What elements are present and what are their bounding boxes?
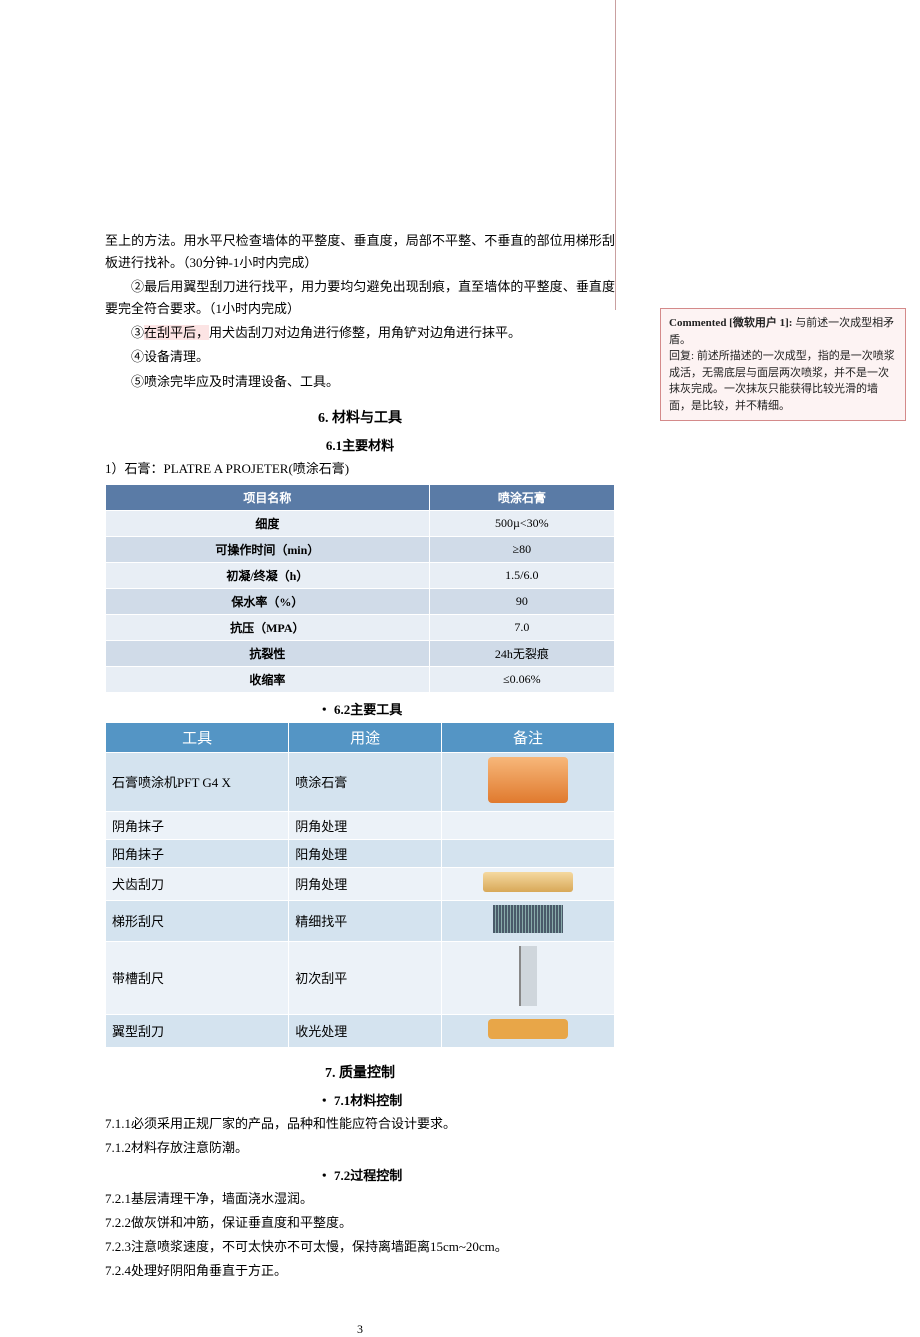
- table-cell: 24h无裂痕: [429, 640, 614, 666]
- paragraph: 1）石膏：PLATRE A PROJETER(喷涂石膏): [105, 458, 615, 480]
- table-cell: 翼型刮刀: [106, 1014, 289, 1047]
- table-cell: 收缩率: [106, 666, 430, 692]
- paragraph: ④设备清理。: [105, 346, 615, 368]
- paragraph: 7.1.2材料存放注意防潮。: [105, 1137, 615, 1159]
- comment-divider: [615, 0, 616, 310]
- table-cell: 抗压（MPA）: [106, 614, 430, 640]
- table-cell-image: [441, 941, 614, 1014]
- table-row: 细度500µ<30%: [106, 510, 615, 536]
- table-cell: 500µ<30%: [429, 510, 614, 536]
- table-cell: 1.5/6.0: [429, 562, 614, 588]
- table-cell-image: [441, 839, 614, 867]
- tools-table: 工具 用途 备注 石膏喷涂机PFT G4 X喷涂石膏阴角抹子阴角处理阳角抹子阳角…: [105, 722, 615, 1048]
- table-cell: 保水率（%）: [106, 588, 430, 614]
- table-cell: ≥80: [429, 536, 614, 562]
- table-cell: 精细找平: [289, 900, 442, 941]
- tool-image: [488, 1019, 568, 1039]
- comment-author-label: Commented [微软用户 1]:: [669, 317, 795, 329]
- table-row: 抗压（MPA）7.0: [106, 614, 615, 640]
- paragraph: ⑤喷涂完毕应及时清理设备、工具。: [105, 371, 615, 393]
- table-header: 喷涂石膏: [429, 484, 614, 510]
- table-row: 阳角抹子阳角处理: [106, 839, 615, 867]
- table-row: 石膏喷涂机PFT G4 X喷涂石膏: [106, 752, 615, 811]
- table-cell: 阴角处理: [289, 867, 442, 900]
- table-row: 梯形刮尺精细找平: [106, 900, 615, 941]
- page-number: 3: [105, 1322, 615, 1337]
- subsection-title-6-2: ・ 6.2主要工具: [105, 699, 615, 718]
- tool-image: [483, 872, 573, 892]
- table-cell-image: [441, 752, 614, 811]
- paragraph: 7.2.1基层清理干净，墙面浇水湿润。: [105, 1188, 615, 1210]
- paragraph: 7.2.3注意喷浆速度，不可太快亦不可太慢，保持离墙距离15cm~20cm。: [105, 1236, 615, 1258]
- tool-image: [488, 757, 568, 803]
- paragraph: 7.2.2做灰饼和冲筋，保证垂直度和平整度。: [105, 1212, 615, 1234]
- table-row: 翼型刮刀收光处理: [106, 1014, 615, 1047]
- table-cell: 带槽刮尺: [106, 941, 289, 1014]
- table-cell: 梯形刮尺: [106, 900, 289, 941]
- table-header: 项目名称: [106, 484, 430, 510]
- subsection-title-6-1: 6.1主要材料: [105, 435, 615, 454]
- section-title-7: 7. 质量控制: [105, 1062, 615, 1082]
- table-cell: 细度: [106, 510, 430, 536]
- table-cell: 犬齿刮刀: [106, 867, 289, 900]
- subsection-title-7-2: ・ 7.2过程控制: [105, 1165, 615, 1184]
- materials-table: 项目名称 喷涂石膏 细度500µ<30%可操作时间（min）≥80初凝/终凝（h…: [105, 484, 615, 693]
- table-cell: 收光处理: [289, 1014, 442, 1047]
- section-title-6: 6. 材料与工具: [105, 407, 615, 427]
- table-cell: 阴角抹子: [106, 811, 289, 839]
- table-row: 抗裂性24h无裂痕: [106, 640, 615, 666]
- table-cell: 90: [429, 588, 614, 614]
- tool-image: [493, 905, 563, 933]
- table-cell-image: [441, 900, 614, 941]
- table-header: 备注: [441, 722, 614, 752]
- table-header: 用途: [289, 722, 442, 752]
- table-header: 工具: [106, 722, 289, 752]
- document-page: 至上的方法。用水平尺检查墙体的平整度、垂直度，局部不平整、不垂直的部位用梯形刮板…: [105, 230, 615, 1337]
- table-cell: 阳角抹子: [106, 839, 289, 867]
- paragraph: 7.2.4处理好阴阳角垂直于方正。: [105, 1260, 615, 1282]
- comment-reply-label: 回复:: [669, 350, 697, 362]
- table-cell: 初次刮平: [289, 941, 442, 1014]
- table-cell: 喷涂石膏: [289, 752, 442, 811]
- table-row: 带槽刮尺初次刮平: [106, 941, 615, 1014]
- text: ③: [131, 325, 144, 340]
- table-cell: 可操作时间（min）: [106, 536, 430, 562]
- table-row: 保水率（%）90: [106, 588, 615, 614]
- paragraph: ③在刮平后，用犬齿刮刀对边角进行修整，用角铲对边角进行抹平。: [105, 322, 615, 344]
- table-cell: 抗裂性: [106, 640, 430, 666]
- comment-balloon[interactable]: Commented [微软用户 1]: 与前述一次成型相矛盾。 回复: 前述所描…: [660, 308, 906, 421]
- comment-reply-text: 前述所描述的一次成型，指的是一次喷浆成活，无需底层与面层两次喷浆，并不是一次抹灰…: [669, 350, 895, 412]
- table-cell: 石膏喷涂机PFT G4 X: [106, 752, 289, 811]
- table-cell: 阴角处理: [289, 811, 442, 839]
- table-row: 阴角抹子阴角处理: [106, 811, 615, 839]
- table-cell-image: [441, 1014, 614, 1047]
- subsection-title-7-1: ・ 7.1材料控制: [105, 1090, 615, 1109]
- paragraph: 7.1.1必须采用正规厂家的产品，品种和性能应符合设计要求。: [105, 1113, 615, 1135]
- table-cell-image: [441, 867, 614, 900]
- table-cell: ≤0.06%: [429, 666, 614, 692]
- table-cell: 阳角处理: [289, 839, 442, 867]
- table-row: 初凝/终凝（h）1.5/6.0: [106, 562, 615, 588]
- table-cell-image: [441, 811, 614, 839]
- table-cell: 初凝/终凝（h）: [106, 562, 430, 588]
- paragraph: ②最后用翼型刮刀进行找平，用力要均匀避免出现刮痕，直至墙体的平整度、垂直度要完全…: [105, 276, 615, 320]
- text: 用犬齿刮刀对边角进行修整，用角铲对边角进行抹平。: [209, 325, 521, 340]
- text-highlighted: 在刮平后，: [144, 325, 209, 340]
- paragraph: 至上的方法。用水平尺检查墙体的平整度、垂直度，局部不平整、不垂直的部位用梯形刮板…: [105, 230, 615, 274]
- table-cell: 7.0: [429, 614, 614, 640]
- tool-image: [519, 946, 537, 1006]
- table-row: 收缩率≤0.06%: [106, 666, 615, 692]
- table-row: 犬齿刮刀阴角处理: [106, 867, 615, 900]
- table-row: 可操作时间（min）≥80: [106, 536, 615, 562]
